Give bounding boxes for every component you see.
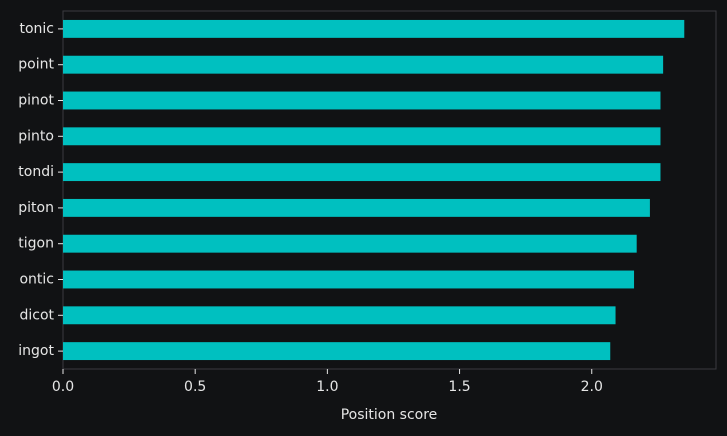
bar-dicot <box>63 306 616 325</box>
y-tick-label-pinto: pinto <box>18 128 54 144</box>
x-tick-label: 0.0 <box>52 379 74 395</box>
x-tick-label: 2.0 <box>581 379 603 395</box>
y-tick-label-tigon: tigon <box>18 236 54 252</box>
y-tick-label-dicot: dicot <box>19 307 54 323</box>
y-tick-label-tonic: tonic <box>19 21 54 37</box>
x-axis-title: Position score <box>341 407 438 423</box>
bar-ingot <box>63 342 611 361</box>
y-tick-label-piton: piton <box>18 200 54 216</box>
x-tick-label: 1.0 <box>316 379 338 395</box>
y-tick-label-ingot: ingot <box>18 343 54 359</box>
y-tick-label-pinot: pinot <box>18 93 54 109</box>
plot-frame <box>62 10 717 370</box>
y-tick-label-ontic: ontic <box>19 272 54 288</box>
bar-tigon <box>63 234 637 253</box>
y-tick-labels: tonic point pinot pinto tondi piton tigon ontic… <box>18 21 63 359</box>
y-tick-label-point: point <box>18 57 54 73</box>
bars-group <box>63 19 685 361</box>
x-tick-label: 0.5 <box>184 379 206 395</box>
y-tick-label-tondi: tondi <box>18 164 54 180</box>
bar-tonic <box>63 19 685 38</box>
bar-point <box>63 55 664 74</box>
bar-pinto <box>63 127 661 146</box>
bar-piton <box>63 198 650 217</box>
x-ticks: 0.0 0.5 1.0 1.5 2.0 <box>52 369 603 395</box>
bar-pinot <box>63 91 661 110</box>
x-tick-label: 1.5 <box>448 379 470 395</box>
bar-ontic <box>63 270 635 289</box>
bar-tondi <box>63 163 661 182</box>
